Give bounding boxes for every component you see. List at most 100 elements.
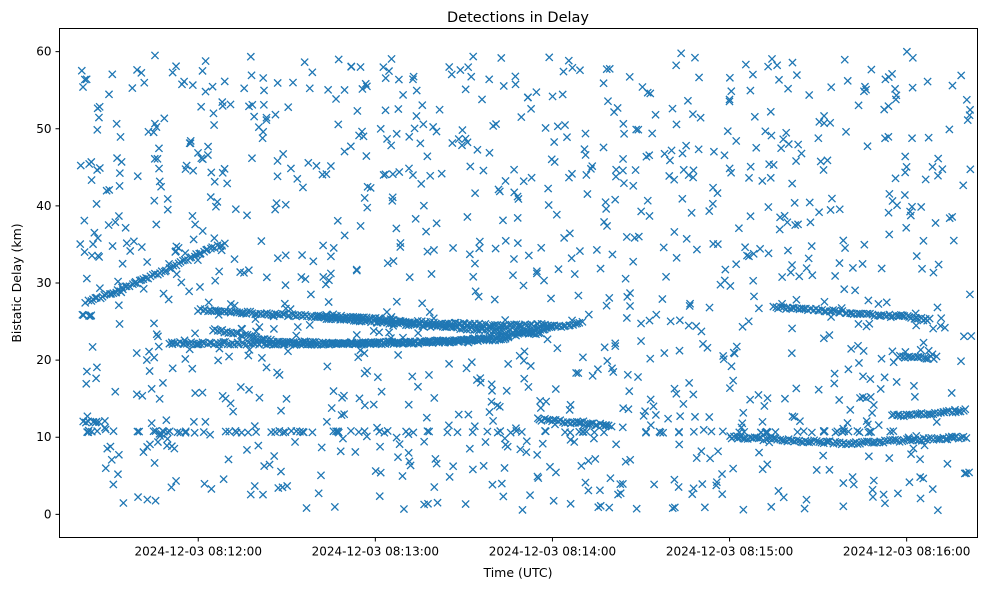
data-point-x-marker bbox=[332, 427, 341, 436]
data-point-x-marker bbox=[299, 428, 308, 437]
data-point-x-marker bbox=[283, 481, 292, 491]
data-point-x-marker bbox=[319, 241, 328, 250]
data-point-x-marker bbox=[394, 75, 403, 84]
data-point-x-marker bbox=[519, 281, 528, 290]
data-point-x-marker bbox=[479, 166, 488, 175]
data-point-x-marker bbox=[392, 297, 401, 306]
data-point-x-marker bbox=[338, 434, 348, 443]
data-point-x-marker bbox=[672, 61, 681, 70]
data-point-x-marker bbox=[554, 265, 563, 274]
data-point-x-marker bbox=[271, 205, 280, 214]
data-point-x-marker bbox=[464, 338, 473, 347]
data-point-x-marker bbox=[546, 321, 555, 330]
data-point-x-marker bbox=[188, 81, 197, 90]
data-point-x-marker bbox=[199, 427, 208, 437]
data-point-x-marker bbox=[360, 369, 369, 378]
data-point-x-marker bbox=[79, 417, 88, 426]
data-point-x-marker bbox=[142, 355, 151, 365]
data-point-x-marker bbox=[139, 448, 148, 457]
data-point-x-marker bbox=[95, 163, 104, 173]
data-point-x-marker bbox=[678, 149, 687, 158]
data-point-x-marker bbox=[886, 427, 895, 436]
data-point-x-marker bbox=[933, 171, 943, 180]
data-point-x-marker bbox=[902, 162, 911, 171]
data-point-x-marker bbox=[725, 164, 734, 173]
data-point-x-marker bbox=[240, 84, 249, 93]
data-point-x-marker bbox=[764, 62, 773, 71]
data-point-x-marker bbox=[888, 347, 897, 356]
data-point-x-marker bbox=[126, 246, 135, 256]
data-point-x-marker bbox=[145, 366, 154, 376]
data-point-x-marker bbox=[276, 406, 286, 415]
data-point-x-marker bbox=[919, 474, 928, 483]
data-point-x-marker bbox=[109, 480, 118, 489]
data-point-x-marker bbox=[559, 67, 568, 76]
data-point-x-marker bbox=[511, 80, 520, 89]
data-point-x-marker bbox=[527, 104, 536, 113]
data-point-x-marker bbox=[201, 87, 210, 96]
data-point-x-marker bbox=[477, 95, 487, 104]
data-point-x-marker bbox=[201, 417, 210, 426]
data-point-x-marker bbox=[853, 341, 863, 350]
data-point-x-marker bbox=[708, 183, 718, 192]
data-point-x-marker bbox=[501, 236, 510, 245]
data-point-x-marker bbox=[388, 170, 397, 179]
data-point-x-marker bbox=[83, 428, 92, 437]
data-point-x-marker bbox=[595, 486, 604, 495]
data-point-x-marker bbox=[356, 339, 365, 348]
data-point-x-marker bbox=[181, 354, 190, 364]
data-point-x-marker bbox=[143, 495, 152, 504]
data-point-x-marker bbox=[848, 263, 857, 272]
data-point-x-marker bbox=[333, 427, 343, 436]
data-point-x-marker bbox=[445, 359, 454, 368]
data-point-x-marker bbox=[491, 120, 501, 129]
data-point-x-marker bbox=[122, 239, 131, 248]
data-point-x-marker bbox=[405, 273, 414, 282]
data-point-x-marker bbox=[453, 337, 462, 346]
data-point-x-marker bbox=[355, 394, 364, 403]
data-point-x-marker bbox=[281, 251, 290, 260]
data-point-x-marker bbox=[115, 181, 124, 190]
data-point-x-marker bbox=[567, 254, 576, 263]
data-point-x-marker bbox=[707, 427, 716, 436]
data-point-x-marker bbox=[150, 51, 160, 60]
data-point-x-marker bbox=[807, 428, 816, 437]
data-point-x-marker bbox=[601, 198, 610, 207]
data-point-x-marker bbox=[611, 342, 620, 351]
data-point-x-marker bbox=[874, 311, 883, 320]
data-point-x-marker bbox=[619, 119, 628, 128]
data-point-x-marker bbox=[441, 319, 450, 328]
data-point-x-marker bbox=[430, 393, 439, 402]
data-point-x-marker bbox=[672, 389, 681, 398]
data-point-x-marker bbox=[197, 102, 206, 111]
data-point-x-marker bbox=[551, 468, 561, 477]
data-point-x-marker bbox=[548, 92, 557, 101]
data-point-x-marker bbox=[190, 329, 200, 338]
data-point-x-marker bbox=[877, 264, 886, 273]
data-point-x-marker bbox=[667, 146, 676, 155]
data-point-x-marker bbox=[912, 252, 921, 261]
data-point-x-marker bbox=[792, 436, 801, 445]
data-point-x-marker bbox=[538, 439, 547, 448]
data-point-x-marker bbox=[544, 200, 553, 210]
data-point-x-marker bbox=[273, 78, 282, 88]
data-point-x-marker bbox=[802, 495, 811, 504]
data-point-x-marker bbox=[864, 428, 873, 437]
data-point-x-marker bbox=[854, 358, 864, 368]
data-point-x-marker bbox=[660, 149, 669, 158]
data-point-x-marker bbox=[524, 382, 533, 392]
data-point-x-marker bbox=[309, 257, 318, 266]
data-point-x-marker bbox=[721, 265, 730, 274]
data-point-x-marker bbox=[259, 86, 269, 95]
data-point-x-marker bbox=[919, 338, 928, 347]
data-point-x-marker bbox=[932, 417, 941, 426]
data-point-x-marker bbox=[920, 441, 929, 450]
data-point-x-marker bbox=[912, 431, 921, 440]
x-axis-ticks: 2024-12-03 08:12:00 2024-12-03 08:13:00 20… bbox=[135, 537, 970, 559]
data-point-x-marker bbox=[618, 479, 627, 489]
data-point-x-marker bbox=[778, 273, 787, 282]
data-point-x-marker bbox=[686, 299, 695, 308]
data-point-x-marker bbox=[302, 503, 311, 513]
data-point-x-marker bbox=[790, 198, 799, 207]
data-point-x-marker bbox=[430, 482, 439, 492]
